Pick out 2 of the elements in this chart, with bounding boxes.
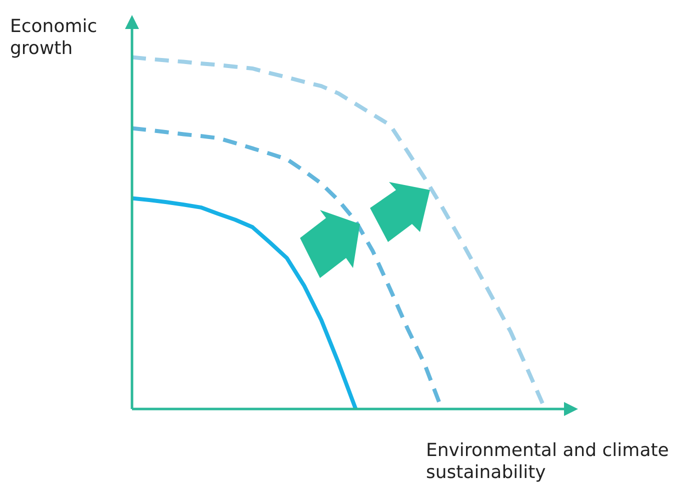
x-axis-title: Environmental and climate sustainability: [426, 440, 670, 484]
y-axis-title: Economic growth: [10, 16, 98, 60]
